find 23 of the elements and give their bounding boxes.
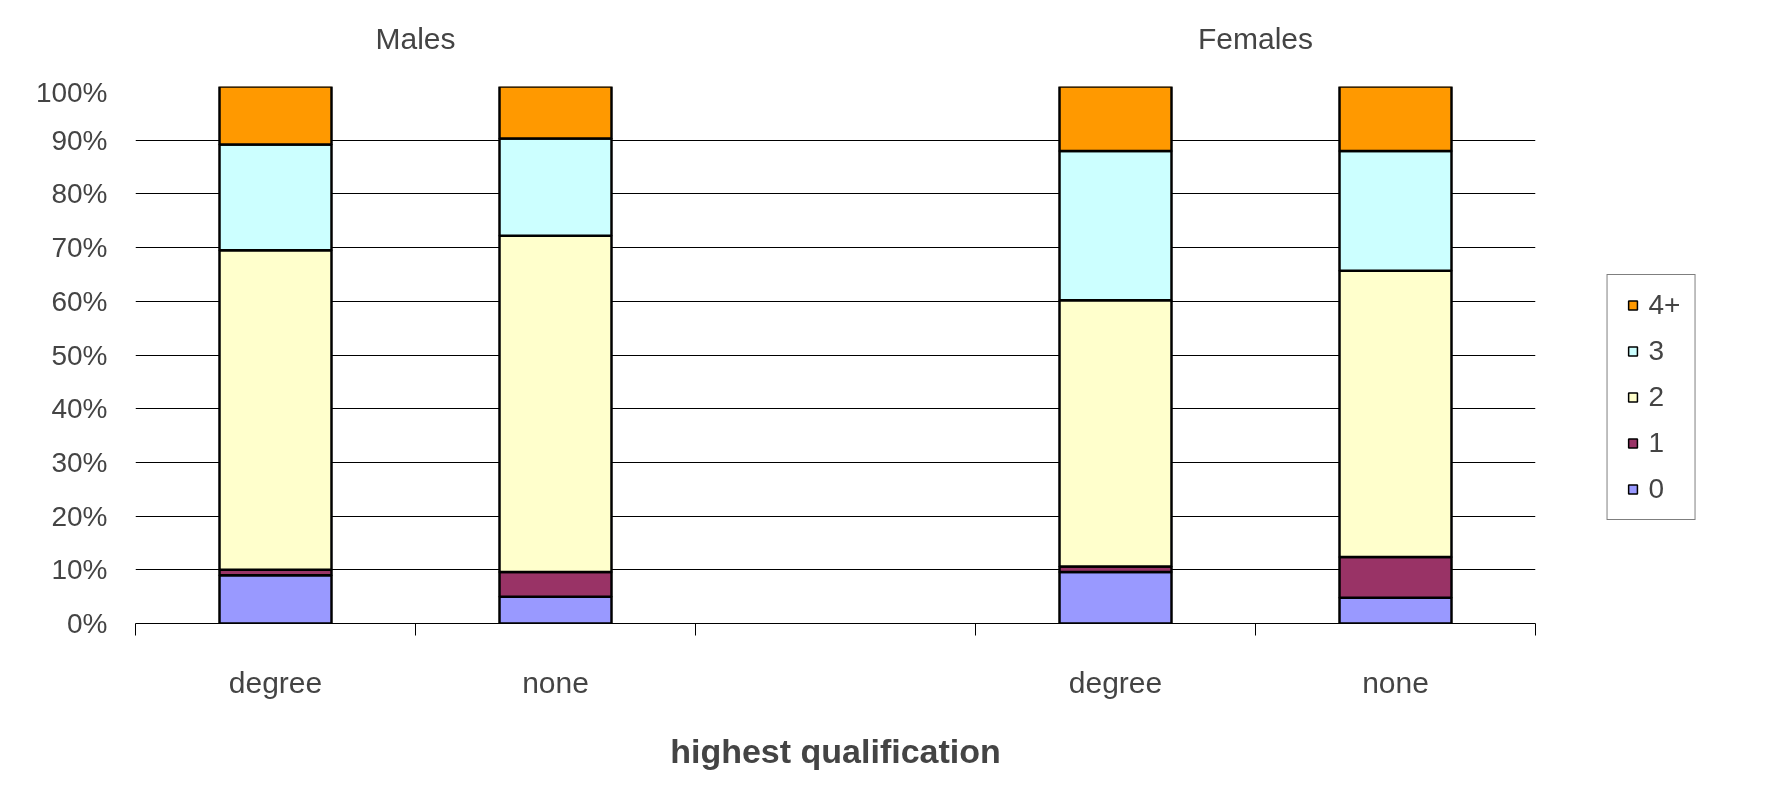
- x-tick-label: degree: [228, 665, 323, 699]
- y-tick-label: 100%: [35, 76, 108, 108]
- y-tick-label: 60%: [51, 285, 108, 317]
- y-tick-label: 40%: [51, 393, 108, 425]
- text: Females: [1197, 22, 1314, 55]
- x-tick-label: none: [522, 665, 589, 699]
- y-tick-label: 0%: [67, 608, 108, 639]
- y-tick-label: 30%: [51, 446, 108, 478]
- legend-label: 3: [1648, 334, 1666, 367]
- text: Males: [375, 22, 456, 55]
- y-tick-label: 20%: [51, 500, 108, 532]
- x-tick-label: none: [1362, 665, 1429, 699]
- y-tick-label: 80%: [51, 178, 108, 210]
- legend-label: 0: [1648, 472, 1666, 505]
- x-axis-title: highest qualification: [670, 731, 1001, 770]
- y-tick-label: 50%: [51, 339, 108, 371]
- legend-label: 1: [1648, 426, 1666, 459]
- y-tick-label: 10%: [51, 554, 108, 586]
- x-tick-label: degree: [1068, 665, 1163, 699]
- y-tick-label: 70%: [51, 232, 108, 264]
- y-tick-label: 90%: [51, 124, 108, 156]
- legend-label: 4+: [1648, 288, 1681, 321]
- legend-label: 2: [1648, 380, 1666, 413]
